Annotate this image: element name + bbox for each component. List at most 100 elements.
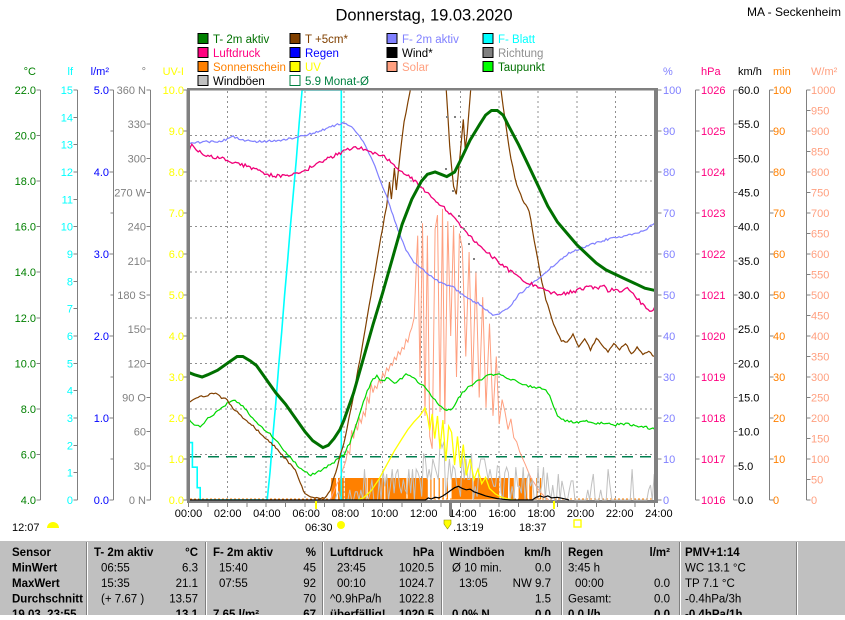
svg-text:70: 70	[303, 594, 316, 606]
svg-text:Luftdruck: Luftdruck	[330, 547, 384, 559]
svg-text:0: 0	[663, 495, 669, 507]
svg-text:0.0 l/h: 0.0 l/h	[568, 609, 601, 615]
svg-text:20.0: 20.0	[15, 131, 36, 143]
svg-text:16:00: 16:00	[488, 508, 516, 520]
svg-text:06:00: 06:00	[292, 508, 320, 520]
svg-text:13: 13	[61, 140, 73, 152]
svg-text:1022: 1022	[701, 249, 725, 261]
svg-text:8.0: 8.0	[21, 404, 36, 416]
svg-text:250: 250	[811, 393, 829, 405]
svg-text:90 O: 90 O	[122, 393, 146, 405]
svg-text:4.0: 4.0	[94, 167, 109, 179]
svg-text:80: 80	[663, 167, 675, 179]
svg-text:18:00: 18:00	[528, 508, 556, 520]
svg-text:60.0: 60.0	[738, 85, 759, 97]
svg-text:500: 500	[811, 290, 829, 302]
svg-text:Regen: Regen	[305, 48, 339, 60]
svg-text:min: min	[773, 66, 791, 78]
svg-text:0: 0	[67, 495, 73, 507]
svg-text:WC 13.1 °C: WC 13.1 °C	[685, 563, 746, 575]
svg-text:02:00: 02:00	[214, 508, 242, 520]
svg-text:70: 70	[773, 208, 785, 220]
svg-text:40: 40	[773, 331, 785, 343]
svg-text:5.0: 5.0	[738, 461, 753, 473]
svg-text:00:00: 00:00	[175, 508, 203, 520]
svg-text:1.5: 1.5	[535, 594, 551, 606]
svg-text:12.0: 12.0	[15, 313, 36, 325]
svg-text:40.0: 40.0	[738, 222, 759, 234]
svg-text:Donnerstag, 19.03.2020: Donnerstag, 19.03.2020	[335, 7, 512, 25]
svg-text:2: 2	[67, 440, 73, 452]
svg-text:-0.4hPa/3h: -0.4hPa/3h	[685, 594, 741, 606]
svg-text:00:00: 00:00	[575, 578, 604, 590]
svg-text:°C: °C	[24, 66, 36, 78]
svg-text:13.1: 13.1	[176, 609, 199, 615]
svg-text:1017: 1017	[701, 454, 725, 466]
svg-text:Taupunkt: Taupunkt	[498, 62, 545, 74]
svg-text:240: 240	[128, 222, 146, 234]
svg-text:Windböen: Windböen	[213, 76, 265, 88]
svg-text:10.0: 10.0	[738, 427, 759, 439]
svg-text:10.0: 10.0	[15, 358, 36, 370]
svg-text:1016: 1016	[701, 495, 725, 507]
svg-text:90: 90	[663, 126, 675, 138]
svg-text:90: 90	[773, 126, 785, 138]
svg-text:8: 8	[67, 276, 73, 288]
svg-text:%: %	[306, 547, 316, 559]
svg-text:15: 15	[61, 85, 73, 97]
svg-text:1018: 1018	[701, 413, 725, 425]
svg-text:TP 7.1 °C: TP 7.1 °C	[685, 578, 735, 590]
svg-text:20.0: 20.0	[738, 358, 759, 370]
svg-text:800: 800	[811, 167, 829, 179]
svg-text:0.0: 0.0	[654, 609, 670, 615]
svg-text:20: 20	[663, 413, 675, 425]
svg-text:T +5cm*: T +5cm*	[305, 34, 348, 46]
svg-text:45.0: 45.0	[738, 188, 759, 200]
svg-text:12:00: 12:00	[410, 508, 438, 520]
svg-text:180 S: 180 S	[117, 290, 146, 302]
svg-text:4: 4	[67, 386, 73, 398]
svg-text:0.0: 0.0	[535, 609, 551, 615]
svg-text:19.03, 23:55: 19.03, 23:55	[12, 609, 77, 615]
svg-text:Regen: Regen	[568, 547, 603, 559]
svg-text:330: 330	[128, 119, 146, 131]
svg-text:50: 50	[773, 290, 785, 302]
svg-text:30.0: 30.0	[738, 290, 759, 302]
svg-text:120: 120	[128, 358, 146, 370]
svg-text:T- 2m aktiv: T- 2m aktiv	[213, 34, 269, 46]
svg-text:150: 150	[811, 434, 829, 446]
svg-text:5.0: 5.0	[94, 85, 109, 97]
svg-text:18.0: 18.0	[15, 176, 36, 188]
svg-text:360 N: 360 N	[117, 85, 146, 97]
svg-text:.13:19: .13:19	[453, 522, 484, 534]
svg-text:5.9 Monat-Ø: 5.9 Monat-Ø	[305, 76, 369, 88]
svg-text:50: 50	[811, 475, 823, 487]
svg-text:14:00: 14:00	[449, 508, 477, 520]
svg-text:30: 30	[773, 372, 785, 384]
svg-text:hPa: hPa	[701, 66, 721, 78]
svg-text:850: 850	[811, 147, 829, 159]
svg-text:9.0: 9.0	[169, 126, 184, 138]
svg-text:270 W: 270 W	[114, 188, 146, 200]
svg-text:PMV+1:14: PMV+1:14	[685, 547, 740, 559]
svg-text:km/h: km/h	[738, 66, 762, 78]
svg-text:NW 9.7: NW 9.7	[513, 578, 551, 590]
svg-text:MinWert: MinWert	[12, 563, 57, 575]
svg-text:06:30: 06:30	[305, 522, 333, 534]
svg-text:30: 30	[663, 372, 675, 384]
svg-text:900: 900	[811, 126, 829, 138]
svg-text:00:10: 00:10	[337, 578, 366, 590]
svg-text:9: 9	[67, 249, 73, 261]
svg-text:2.0: 2.0	[169, 413, 184, 425]
svg-text:23:45: 23:45	[337, 563, 366, 575]
svg-text:1020: 1020	[701, 331, 725, 343]
svg-text:07:55: 07:55	[219, 578, 248, 590]
svg-text:0: 0	[811, 495, 817, 507]
svg-text:1020.5: 1020.5	[399, 609, 435, 615]
svg-text:Windböen: Windböen	[449, 547, 504, 559]
svg-text:1.0: 1.0	[94, 413, 109, 425]
svg-text:100: 100	[773, 85, 791, 97]
svg-text:-0.4hPa/1h: -0.4hPa/1h	[685, 609, 743, 615]
svg-text:F- 2m aktiv: F- 2m aktiv	[402, 34, 459, 46]
svg-text:200: 200	[811, 413, 829, 425]
